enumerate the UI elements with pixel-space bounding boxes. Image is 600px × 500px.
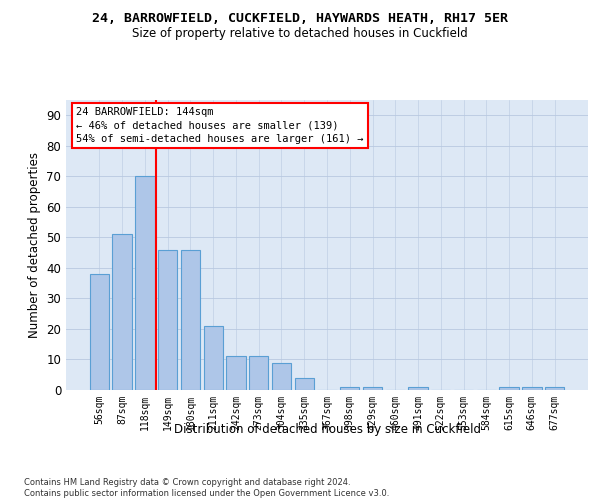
- Bar: [409, 387, 428, 390]
- Bar: [135, 176, 155, 390]
- Text: 24, BARROWFIELD, CUCKFIELD, HAYWARDS HEATH, RH17 5ER: 24, BARROWFIELD, CUCKFIELD, HAYWARDS HEA…: [92, 12, 508, 26]
- Text: Contains HM Land Registry data © Crown copyright and database right 2024.
Contai: Contains HM Land Registry data © Crown c…: [24, 478, 389, 498]
- Text: Size of property relative to detached houses in Cuckfield: Size of property relative to detached ho…: [132, 28, 468, 40]
- Bar: [499, 387, 519, 390]
- Bar: [181, 250, 200, 390]
- Bar: [112, 234, 132, 390]
- Text: 24 BARROWFIELD: 144sqm
← 46% of detached houses are smaller (139)
54% of semi-de: 24 BARROWFIELD: 144sqm ← 46% of detached…: [76, 108, 364, 144]
- Bar: [249, 356, 268, 390]
- Bar: [363, 387, 382, 390]
- Bar: [295, 378, 314, 390]
- Bar: [545, 387, 564, 390]
- Bar: [340, 387, 359, 390]
- Bar: [203, 326, 223, 390]
- Text: Distribution of detached houses by size in Cuckfield: Distribution of detached houses by size …: [173, 422, 481, 436]
- Bar: [158, 250, 178, 390]
- Bar: [272, 362, 291, 390]
- Bar: [226, 356, 245, 390]
- Bar: [90, 274, 109, 390]
- Y-axis label: Number of detached properties: Number of detached properties: [28, 152, 41, 338]
- Bar: [522, 387, 542, 390]
